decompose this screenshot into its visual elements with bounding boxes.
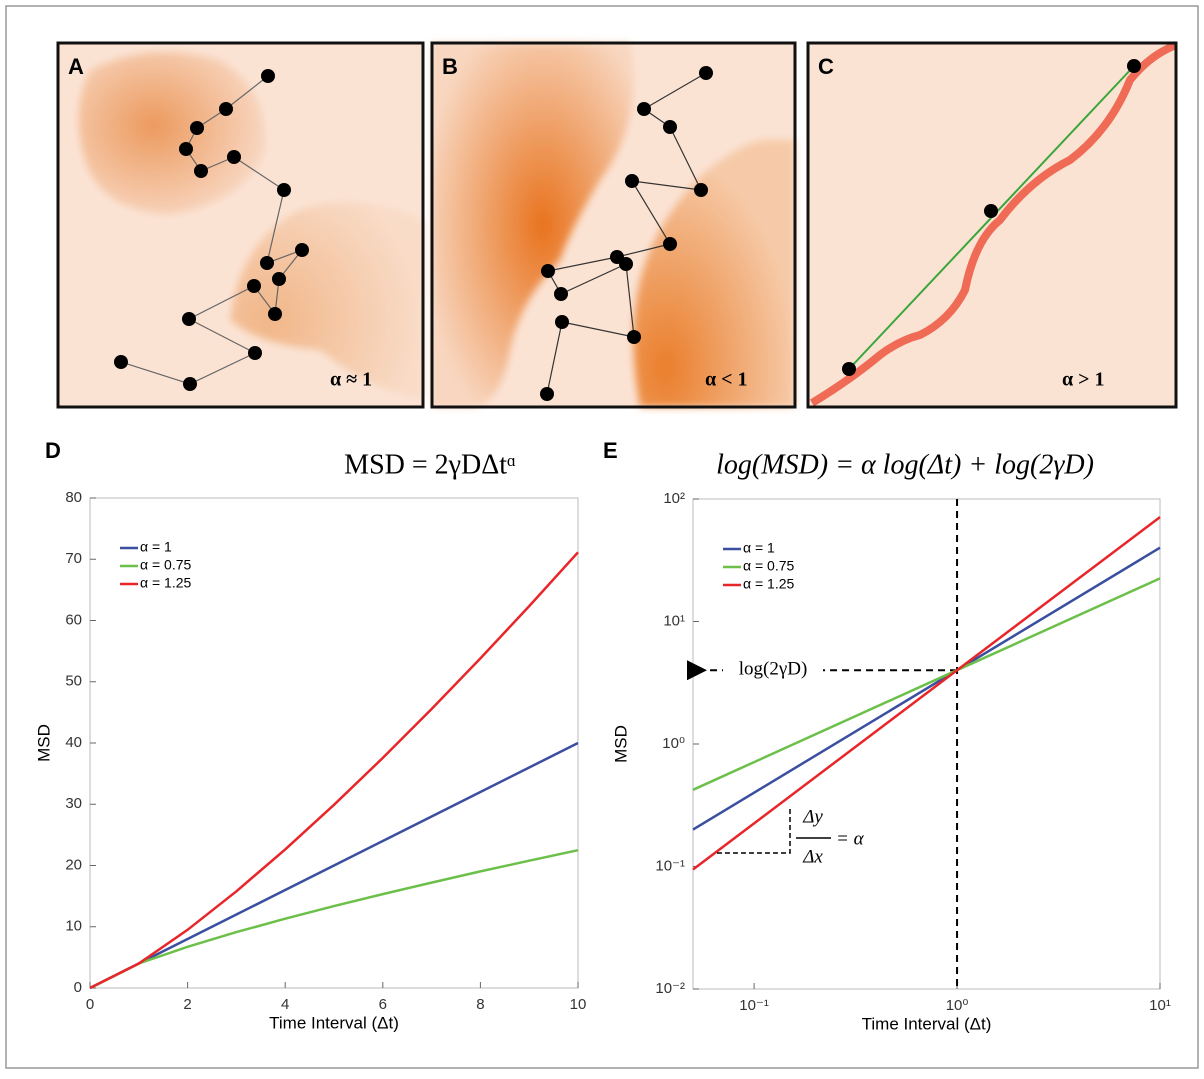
panel-label: A [68, 54, 84, 79]
plot-area [692, 498, 1161, 990]
panel-label: C [818, 54, 834, 79]
panel-label: B [442, 54, 458, 79]
x-axis-label: Time Interval (Δt) [862, 1014, 992, 1033]
y-axis-label: MSD [611, 725, 630, 763]
series-line [89, 741, 579, 990]
panel-b: B α < 1 [430, 41, 797, 409]
y-tick-label: 0 [74, 979, 82, 996]
y-tick-label: 10¹ [663, 612, 685, 629]
x-tick-label: 10 [570, 996, 587, 1013]
y-tick-label: 60 [65, 611, 82, 628]
annotation-bg [723, 656, 823, 685]
y-tick-label: 10 [65, 918, 82, 935]
x-tick-label: 8 [476, 996, 484, 1013]
series-line [692, 577, 1161, 791]
y-tick-label: 80 [65, 489, 82, 506]
panel-alpha: α < 1 [705, 369, 748, 391]
panel-alpha: α ≈ 1 [330, 369, 372, 391]
annotation: = α [836, 828, 865, 849]
slope-bracket [717, 808, 791, 854]
legend-label: α = 1 [743, 540, 775, 556]
y-tick-label: 50 [65, 673, 82, 690]
legend-label: α = 1.25 [743, 576, 795, 592]
legend-label: α = 0.75 [140, 557, 192, 573]
annotation: Δx [802, 846, 823, 867]
y-tick-label: 10² [663, 490, 685, 507]
y-tick-label: 30 [65, 795, 82, 812]
x-tick-label: 6 [379, 996, 387, 1013]
chart-title: log(MSD) = α log(Δt) + log(2γD) [716, 449, 1094, 480]
series-line [89, 551, 579, 990]
legend-label: α = 0.75 [743, 558, 795, 574]
legend-label: α = 1.25 [140, 575, 192, 591]
x-tick-label: 10⁻¹ [739, 997, 769, 1014]
y-tick-label: 10⁰ [662, 735, 685, 752]
panel-c: C α > 1 [806, 41, 1178, 409]
y-tick-label: 40 [65, 734, 82, 751]
annotation: log(2γD) [739, 659, 808, 680]
y-tick-label: 70 [65, 550, 82, 567]
series-line [692, 516, 1161, 871]
panel-label: D [45, 438, 61, 463]
x-tick-label: 10⁰ [946, 997, 969, 1014]
x-tick-label: 2 [183, 996, 191, 1013]
x-axis-label: Time Interval (Δt) [269, 1013, 399, 1032]
y-tick-label: 20 [65, 856, 82, 873]
x-tick-label: 4 [281, 996, 289, 1013]
legend-label: α = 1 [140, 539, 172, 555]
x-tick-label: 0 [86, 996, 94, 1013]
figure-frame [5, 5, 1199, 1069]
chart-title: MSD = 2γDΔtᵅ [344, 449, 516, 480]
series-line [692, 546, 1161, 831]
y-tick-label: 10⁻¹ [655, 857, 685, 874]
panel-label: E [603, 438, 618, 463]
panel-a: A α ≈ 1 [56, 41, 425, 409]
panel-alpha: α > 1 [1062, 369, 1105, 391]
y-tick-label: 10⁻² [655, 980, 685, 997]
y-axis-label: MSD [34, 724, 53, 762]
x-tick-label: 10¹ [1149, 997, 1171, 1014]
series-line [89, 848, 579, 990]
annotation: Δy [802, 806, 823, 827]
